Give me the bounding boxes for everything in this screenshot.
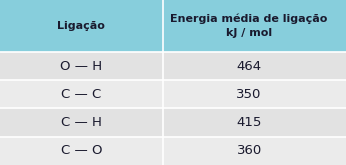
Text: 415: 415 [236,116,262,129]
Bar [0,52,346,80]
Bar [0,80,346,109]
Bar [0,137,346,165]
Text: Energia média de ligação
kJ / mol: Energia média de ligação kJ / mol [171,14,328,38]
Bar [0,0,346,52]
Text: C — C: C — C [61,88,101,101]
Text: 350: 350 [236,88,262,101]
Text: O — H: O — H [60,60,102,73]
Text: C — O: C — O [61,144,102,157]
Text: 464: 464 [237,60,262,73]
Text: Ligação: Ligação [57,21,105,31]
Text: 360: 360 [237,144,262,157]
Bar [0,109,346,137]
Text: C — H: C — H [61,116,102,129]
